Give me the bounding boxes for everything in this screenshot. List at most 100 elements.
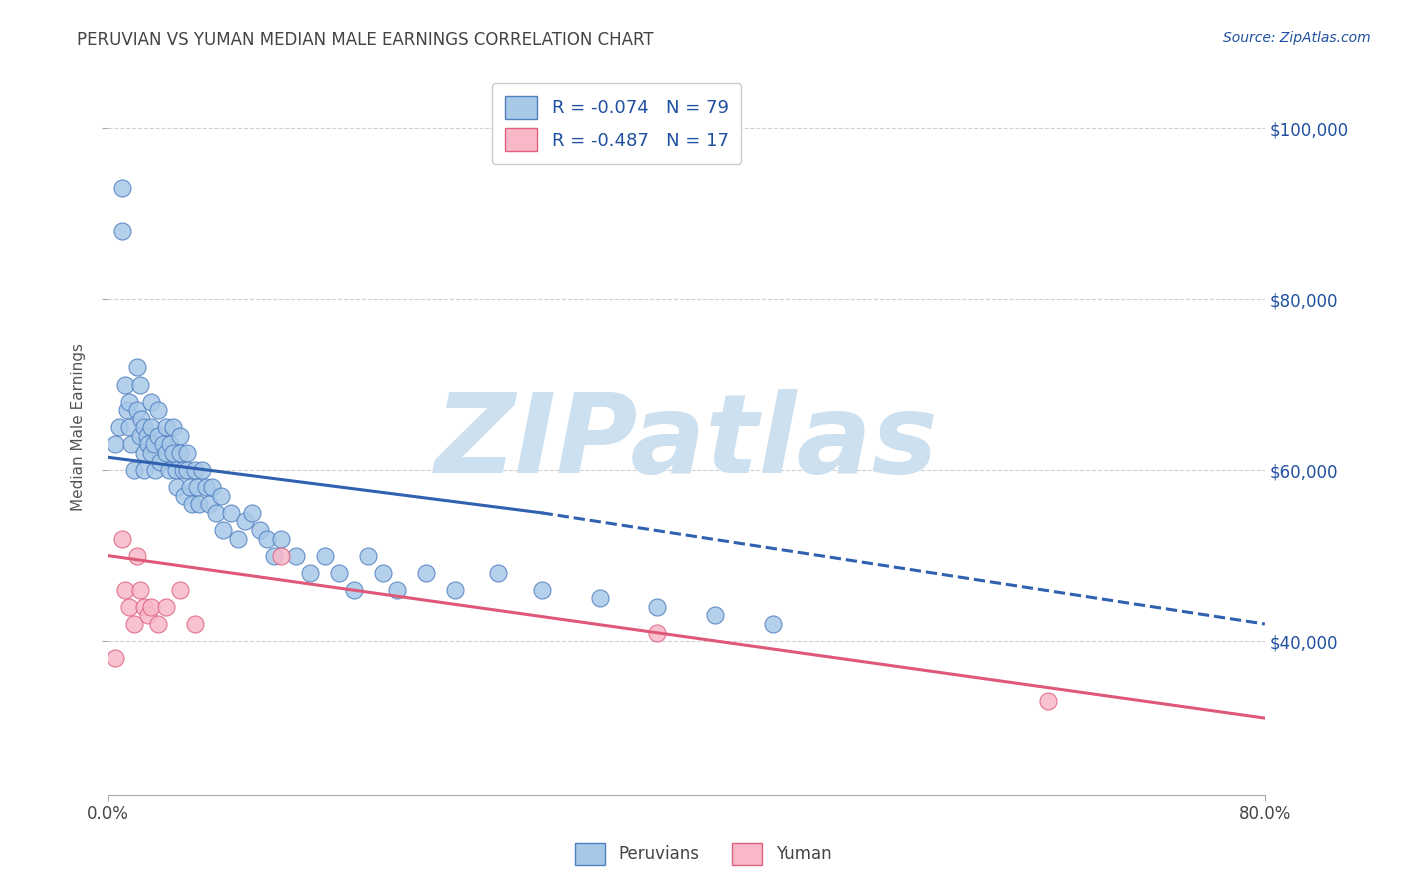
Point xyxy=(415,566,437,580)
Point xyxy=(314,549,336,563)
Point xyxy=(328,566,350,580)
Text: PERUVIAN VS YUMAN MEDIAN MALE EARNINGS CORRELATION CHART: PERUVIAN VS YUMAN MEDIAN MALE EARNINGS C… xyxy=(77,31,654,49)
Point xyxy=(226,532,249,546)
Point xyxy=(647,625,669,640)
Point xyxy=(186,480,208,494)
Point xyxy=(371,566,394,580)
Point xyxy=(111,532,134,546)
Point xyxy=(141,420,163,434)
Point xyxy=(169,582,191,597)
Point xyxy=(114,377,136,392)
Point xyxy=(129,411,152,425)
Point xyxy=(128,429,150,443)
Point xyxy=(162,446,184,460)
Point xyxy=(125,403,148,417)
Point xyxy=(141,599,163,614)
Point xyxy=(704,608,727,623)
Point xyxy=(172,463,194,477)
Point xyxy=(486,566,509,580)
Point xyxy=(183,617,205,632)
Point xyxy=(122,463,145,477)
Point xyxy=(647,599,669,614)
Point xyxy=(148,617,170,632)
Point xyxy=(145,463,167,477)
Point xyxy=(212,523,235,537)
Point xyxy=(122,617,145,632)
Point xyxy=(169,446,191,460)
Point xyxy=(115,403,138,417)
Point xyxy=(270,532,292,546)
Point xyxy=(104,437,127,451)
Point xyxy=(148,403,170,417)
Point xyxy=(444,582,467,597)
Point xyxy=(201,480,224,494)
Point xyxy=(588,591,610,606)
Text: ZIPatlas: ZIPatlas xyxy=(434,389,938,496)
Point xyxy=(155,446,177,460)
Point xyxy=(132,446,155,460)
Point xyxy=(111,224,134,238)
Point xyxy=(357,549,380,563)
Point xyxy=(157,463,180,477)
Point xyxy=(108,420,131,434)
Point xyxy=(263,549,285,563)
Point xyxy=(159,437,181,451)
Point xyxy=(152,437,174,451)
Point xyxy=(118,394,141,409)
Point xyxy=(165,463,187,477)
Point xyxy=(284,549,307,563)
Point xyxy=(118,599,141,614)
Text: Source: ZipAtlas.com: Source: ZipAtlas.com xyxy=(1223,31,1371,45)
Point xyxy=(233,515,256,529)
Point xyxy=(191,463,214,477)
Point xyxy=(299,566,322,580)
Point xyxy=(132,599,155,614)
Point xyxy=(195,480,218,494)
Point xyxy=(120,437,142,451)
Point xyxy=(179,480,201,494)
Point xyxy=(128,582,150,597)
Point xyxy=(104,651,127,665)
Point xyxy=(118,420,141,434)
Point xyxy=(125,549,148,563)
Point xyxy=(385,582,408,597)
Point xyxy=(1036,694,1059,708)
Point xyxy=(166,480,188,494)
Point xyxy=(148,429,170,443)
Point xyxy=(155,420,177,434)
Point xyxy=(141,446,163,460)
Point xyxy=(256,532,278,546)
Point xyxy=(136,437,159,451)
Point xyxy=(219,506,242,520)
Point xyxy=(209,489,232,503)
Point xyxy=(187,497,209,511)
Point xyxy=(183,463,205,477)
Point xyxy=(132,463,155,477)
Point xyxy=(128,377,150,392)
Point xyxy=(125,360,148,375)
Point xyxy=(169,429,191,443)
Point xyxy=(114,582,136,597)
Point xyxy=(143,437,166,451)
Point xyxy=(242,506,264,520)
Point xyxy=(135,429,157,443)
Point xyxy=(180,497,202,511)
Point xyxy=(111,181,134,195)
Point xyxy=(530,582,553,597)
Point xyxy=(270,549,292,563)
Point xyxy=(198,497,221,511)
Point xyxy=(141,394,163,409)
Point xyxy=(762,617,785,632)
Point xyxy=(149,454,172,468)
Point xyxy=(176,463,198,477)
Point xyxy=(136,608,159,623)
Point xyxy=(162,420,184,434)
Point xyxy=(155,599,177,614)
Legend: Peruvians, Yuman: Peruvians, Yuman xyxy=(565,833,841,875)
Point xyxy=(343,582,366,597)
Point xyxy=(176,446,198,460)
Point xyxy=(249,523,271,537)
Point xyxy=(132,420,155,434)
Point xyxy=(173,489,195,503)
Y-axis label: Median Male Earnings: Median Male Earnings xyxy=(72,343,86,511)
